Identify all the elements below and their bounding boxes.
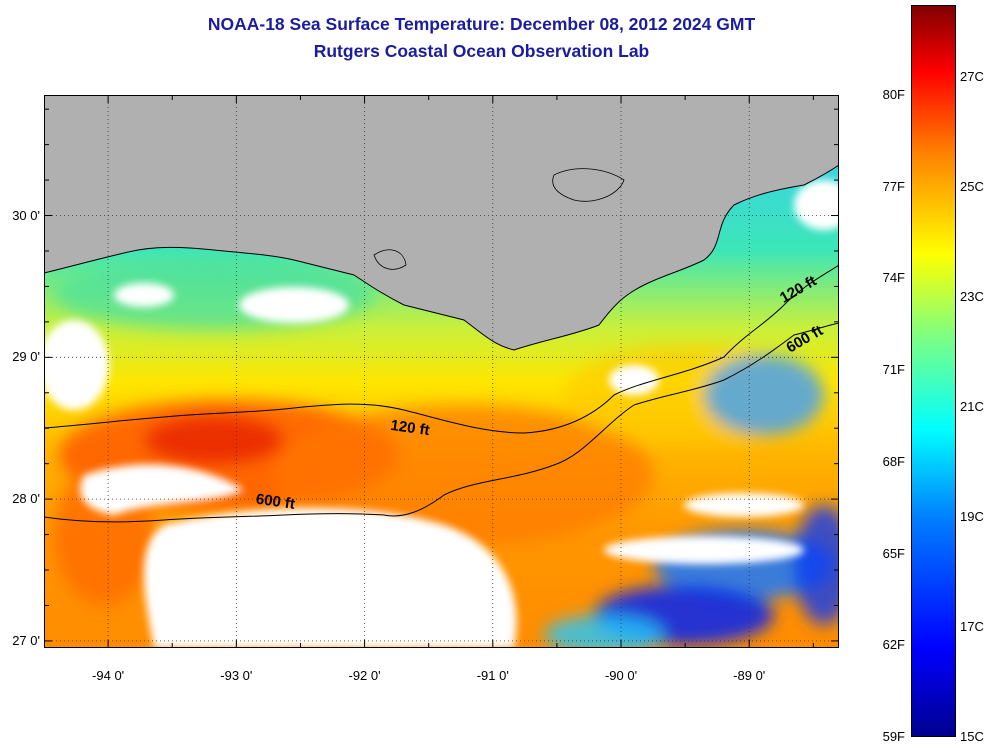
- fahrenheit-label: 71F: [882, 362, 905, 378]
- fahrenheit-label: 77F: [882, 178, 905, 194]
- lat-label: 28 0': [12, 491, 40, 507]
- fahrenheit-label: 80F: [882, 86, 905, 102]
- lat-label: 27 0': [12, 632, 40, 648]
- depth-contour-label: 120 ft: [389, 417, 430, 439]
- fahrenheit-label: 65F: [882, 545, 905, 561]
- celsius-label: 19C: [960, 508, 984, 524]
- cloud-cover: [44, 180, 839, 648]
- depth-contour-label: 600 ft: [255, 491, 296, 513]
- map-title: NOAA-18 Sea Surface Temperature: Decembe…: [207, 14, 756, 34]
- lat-label: 29 0': [12, 349, 40, 365]
- lon-label: -93 0': [220, 668, 253, 683]
- land: [44, 95, 839, 350]
- map-subtitle: Rutgers Coastal Ocean Observation Lab: [313, 41, 650, 61]
- lon-label: -92 0': [348, 668, 381, 683]
- lon-label: -94 0': [92, 668, 125, 683]
- lon-label: -91 0': [476, 668, 509, 683]
- lon-label: -90 0': [604, 668, 638, 683]
- fahrenheit-label: 62F: [882, 637, 905, 653]
- lat-label: 30 0': [12, 207, 40, 223]
- map-frame: [44, 95, 839, 648]
- fahrenheit-label: 74F: [882, 270, 905, 286]
- celsius-label: 27C: [960, 68, 984, 84]
- graticule: [44, 95, 839, 648]
- depth-contours: [44, 264, 839, 523]
- celsius-label: 23C: [960, 288, 984, 304]
- bay-shapes: [373, 168, 625, 270]
- celsius-label: 25C: [960, 178, 984, 194]
- axis-ticks: [44, 95, 839, 648]
- celsius-label: 17C: [960, 618, 984, 634]
- lon-label: -89 0': [733, 668, 766, 683]
- contour-120ft: [44, 264, 839, 434]
- shoreline: [44, 164, 839, 351]
- celsius-label: 15C: [960, 729, 984, 744]
- fahrenheit-label: 59F: [882, 729, 905, 744]
- fahrenheit-label: 68F: [882, 453, 905, 469]
- temperature-colorbar: [911, 5, 956, 737]
- celsius-label: 21C: [960, 398, 984, 414]
- contour-600ft: [44, 322, 839, 523]
